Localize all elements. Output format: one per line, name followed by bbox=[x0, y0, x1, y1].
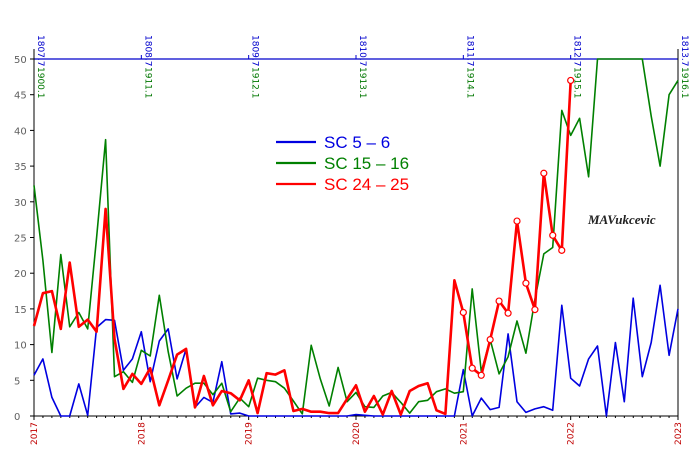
legend-label: SC 5 – 6 bbox=[324, 133, 390, 152]
y-tick-label: 30 bbox=[14, 198, 27, 209]
series-point bbox=[567, 76, 575, 85]
series-point bbox=[513, 217, 521, 225]
top-blue-tick-label: 1809.7 bbox=[250, 35, 260, 67]
y-tick-label: 25 bbox=[14, 234, 27, 245]
y-tick-label: 15 bbox=[14, 305, 27, 316]
y-tick-label: 40 bbox=[14, 126, 27, 137]
top-blue-tick-label: 1807.7 bbox=[35, 35, 45, 67]
top-axis-green-ticks: 1900.1 1911.1 1912.1 1913.1 1914.1 1915.1 1916… bbox=[35, 67, 689, 99]
series-point bbox=[468, 364, 476, 372]
legend: SC 5 – 6 SC 15 – 16 SC 24 – 25 bbox=[276, 133, 409, 194]
x-tick-label: 2023 bbox=[674, 422, 684, 445]
series-point bbox=[531, 306, 539, 314]
y-tick-label: 50 bbox=[14, 55, 27, 66]
y-tick-label: 20 bbox=[14, 269, 27, 280]
top-green-tick-label: 1913.1 bbox=[357, 67, 367, 99]
top-blue-tick-label: 1812.7 bbox=[572, 35, 582, 67]
top-green-tick-label: 1915.1 bbox=[572, 67, 582, 99]
y-tick-label: 10 bbox=[14, 341, 27, 352]
series-line-1 bbox=[33, 284, 679, 417]
top-green-tick-label: 1911.1 bbox=[142, 67, 152, 99]
y-tick-label: 35 bbox=[14, 162, 27, 173]
series-point bbox=[549, 231, 557, 239]
series-point bbox=[558, 246, 566, 254]
x-tick-label: 2022 bbox=[567, 422, 577, 445]
x-tick-label: 2018 bbox=[137, 422, 147, 445]
x-tick-label: 2021 bbox=[459, 422, 469, 445]
top-green-tick-label: 1914.1 bbox=[464, 67, 474, 99]
top-blue-tick-label: 1813.7 bbox=[679, 35, 689, 67]
legend-label: SC 24 – 25 bbox=[324, 175, 409, 194]
top-blue-tick-label: 1811.7 bbox=[464, 35, 474, 67]
series-line-2 bbox=[33, 58, 679, 415]
left-axis: 0 5 10 15 20 25 30 35 40 45 50 bbox=[14, 49, 35, 423]
annotation-signature: MAVukcevic bbox=[587, 212, 656, 227]
y-tick-label: 45 bbox=[14, 91, 27, 102]
x-tick-label: 2020 bbox=[352, 422, 362, 445]
top-green-tick-label: 1900.1 bbox=[35, 67, 45, 99]
series-point bbox=[477, 371, 485, 379]
series-point bbox=[504, 309, 512, 317]
series-point bbox=[540, 169, 548, 177]
series-point bbox=[495, 297, 503, 305]
series-point bbox=[459, 308, 467, 317]
marker-layer bbox=[459, 76, 575, 379]
x-tick-label: 2017 bbox=[30, 422, 40, 445]
top-blue-tick-label: 1810.7 bbox=[357, 35, 367, 67]
series-point bbox=[486, 336, 494, 344]
series-point bbox=[522, 279, 530, 287]
legend-label: SC 15 – 16 bbox=[324, 154, 409, 173]
top-blue-tick-label: 1808.7 bbox=[142, 35, 152, 67]
bottom-axis: 2017 2018 2019 2020 2021 2022 2023 bbox=[30, 415, 684, 445]
top-green-tick-label: 1916.1 bbox=[679, 67, 689, 99]
y-tick-label: 5 bbox=[14, 376, 20, 387]
y-tick-label: 0 bbox=[14, 412, 20, 423]
top-green-tick-label: 1912.1 bbox=[250, 67, 260, 99]
x-tick-label: 2019 bbox=[245, 422, 255, 445]
